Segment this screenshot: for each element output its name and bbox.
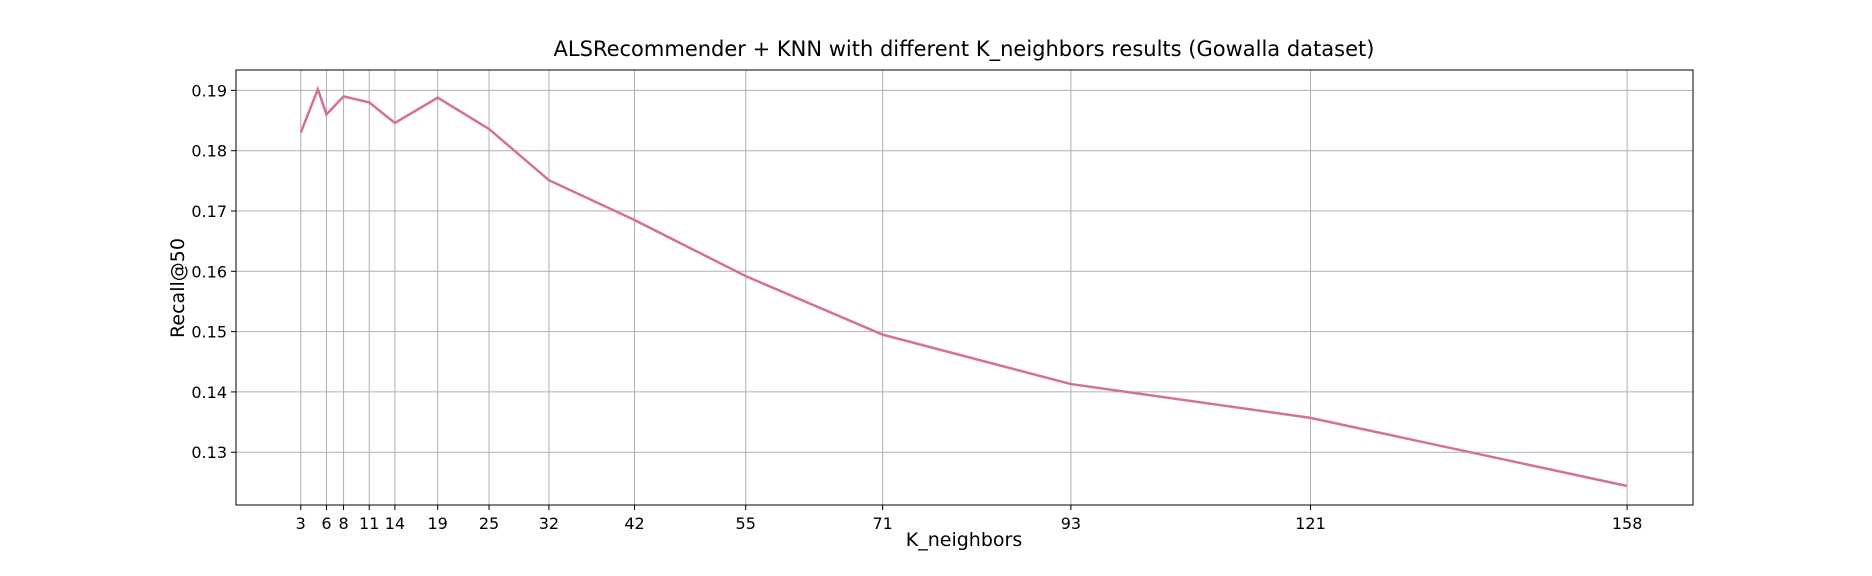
line [299, 85, 1628, 488]
x-tick-label: 158 [1612, 514, 1643, 533]
y-tick-label: 0.13 [191, 443, 227, 462]
x-tick-label: 25 [479, 514, 499, 533]
x-tick-label: 14 [385, 514, 405, 533]
x-tick-label: 11 [359, 514, 379, 533]
x-tick-label: 3 [296, 514, 306, 533]
y-axis-label: Recall@50 [167, 238, 189, 338]
y-tick-label: 0.19 [191, 81, 227, 100]
x-tick-label: 121 [1295, 514, 1326, 533]
plot-frame [235, 69, 1694, 506]
y-tick-label: 0.17 [191, 202, 227, 221]
x-tick-label: 93 [1061, 514, 1081, 533]
x-tick-label: 8 [338, 514, 348, 533]
chart-title: ALSRecommender + KNN with different K_ne… [554, 37, 1375, 62]
y-tick-label: 0.18 [191, 142, 227, 161]
x-tick-label: 19 [428, 514, 448, 533]
x-axis-label: K_neighbors [906, 529, 1022, 551]
y-tick-label: 0.16 [191, 262, 227, 281]
y-tick-label: 0.15 [191, 323, 227, 342]
x-tick-label: 32 [539, 514, 559, 533]
x-tick-label: 6 [321, 514, 331, 533]
x-tick-label: 42 [624, 514, 644, 533]
y-tick-label: 0.14 [191, 383, 227, 402]
x-tick-label: 55 [736, 514, 756, 533]
x-tick-label: 71 [872, 514, 892, 533]
